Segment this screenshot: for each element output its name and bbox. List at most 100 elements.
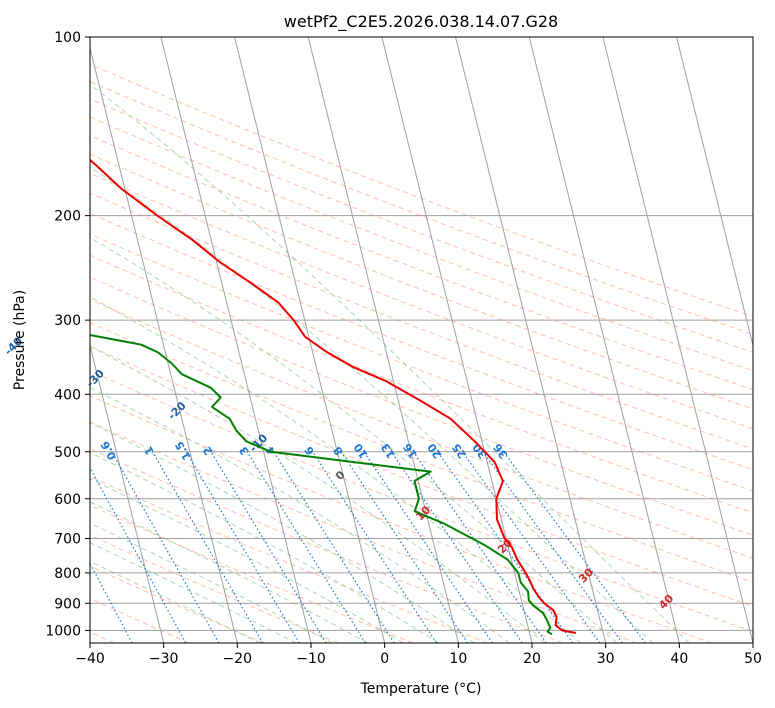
isotherm-line bbox=[602, 37, 753, 643]
moist-adiabat-line bbox=[90, 478, 404, 643]
dry-adiabat-line bbox=[90, 298, 753, 559]
mixing-ratio-line bbox=[90, 466, 187, 643]
mixing-ratio-label: 2 bbox=[200, 444, 215, 457]
dry-adiabat-line bbox=[90, 534, 339, 643]
y-tick-label: 1000 bbox=[45, 623, 81, 639]
y-tick-label: 700 bbox=[54, 532, 81, 548]
mixing-ratio-line bbox=[437, 451, 574, 643]
mixing-ratio-line bbox=[151, 451, 264, 643]
mixing-ratio-line bbox=[273, 451, 395, 643]
isotherm-line bbox=[307, 37, 459, 643]
moist-adiabat-line bbox=[90, 83, 690, 643]
dry-adiabat-line bbox=[90, 597, 190, 643]
x-tick-label: 30 bbox=[597, 651, 615, 667]
dry-adiabat-line bbox=[90, 476, 488, 643]
isotherm-line bbox=[90, 46, 238, 643]
moist-adiabats bbox=[90, 83, 690, 643]
dry-adiabat-line bbox=[90, 98, 753, 353]
moist-adiabat-line bbox=[90, 560, 261, 643]
dry-adiabat-line bbox=[90, 63, 753, 318]
dry-adiabat-line bbox=[90, 254, 753, 514]
x-tick-label: 40 bbox=[670, 651, 688, 667]
y-tick-label: 900 bbox=[54, 596, 81, 612]
mixing-ratio-line bbox=[482, 451, 623, 643]
dry-adiabat-line bbox=[90, 504, 414, 643]
y-tick-label: 500 bbox=[54, 445, 81, 461]
x-tick-label: 0 bbox=[380, 651, 389, 667]
x-tick-label: −20 bbox=[223, 651, 253, 667]
mixing-ratio-lines bbox=[90, 451, 646, 643]
dry-adiabat-line bbox=[90, 153, 753, 410]
moist-adiabat-line bbox=[90, 542, 297, 643]
y-tick-label: 400 bbox=[54, 387, 81, 403]
mixing-ratio-line bbox=[90, 562, 133, 643]
y-axis-ticks: 100 200 300 400 500 600 700 800 900 1000 bbox=[45, 30, 90, 639]
x-axis-title: Temperature (°C) bbox=[360, 681, 482, 697]
isotherm-line bbox=[381, 37, 533, 643]
mixing-ratio-label: 10 bbox=[351, 441, 371, 461]
x-tick-label: −40 bbox=[75, 651, 105, 667]
dry-adiabat-line bbox=[90, 448, 563, 643]
isotherm-label: -20 bbox=[165, 399, 188, 422]
mixing-ratio-label: 1.5 bbox=[173, 439, 194, 462]
temperature-profile-line bbox=[90, 158, 577, 634]
moist-adiabat-line bbox=[90, 451, 439, 643]
mixing-ratio-line bbox=[390, 451, 523, 643]
dry-adiabat-line bbox=[90, 345, 753, 607]
isotherm-label: 0 bbox=[333, 468, 348, 483]
y-tick-label: 200 bbox=[54, 209, 81, 225]
x-tick-label: 10 bbox=[449, 651, 467, 667]
pressure-gridlines bbox=[90, 37, 753, 631]
dry-adiabats bbox=[90, 63, 753, 643]
mixing-ratio-line bbox=[340, 451, 469, 643]
dry-adiabat-line bbox=[90, 395, 712, 643]
mixing-ratio-label: 20 bbox=[425, 441, 445, 461]
mixing-ratio-label: 36 bbox=[491, 441, 511, 461]
dry-adiabat-line bbox=[90, 565, 264, 643]
x-tick-label: 20 bbox=[523, 651, 541, 667]
isotherm-line bbox=[160, 37, 312, 643]
x-tick-label: 50 bbox=[744, 651, 762, 667]
isotherm-line bbox=[90, 343, 165, 643]
mixing-ratio-line bbox=[246, 451, 366, 643]
mixing-ratio-label: 16 bbox=[400, 440, 420, 460]
isotherm-label: 40 bbox=[656, 592, 676, 612]
x-axis-ticks: −40 −30 −20 −10 0 10 20 30 40 50 bbox=[75, 643, 762, 667]
isotherm-label: -30 bbox=[84, 367, 107, 390]
mixing-ratio-line bbox=[210, 451, 327, 643]
mixing-ratio-labels: 0.6 1 1.5 2 3 4 6 8 10 13 16 20 25 30 36 bbox=[98, 439, 510, 463]
dry-adiabat-line bbox=[90, 233, 753, 492]
profile-series bbox=[90, 158, 577, 636]
plot-frame bbox=[89, 36, 754, 644]
y-tick-label: 600 bbox=[54, 492, 81, 508]
isotherm-line bbox=[455, 37, 607, 643]
mixing-ratio-line bbox=[111, 451, 220, 643]
y-tick-label: 300 bbox=[54, 313, 81, 329]
isotherm-line bbox=[676, 37, 753, 348]
x-tick-label: −30 bbox=[149, 651, 179, 667]
mixing-ratio-line bbox=[185, 451, 300, 643]
moist-adiabat-line bbox=[90, 422, 475, 643]
mixing-ratio-line bbox=[461, 451, 601, 643]
mixing-ratio-label: 4 bbox=[263, 444, 278, 458]
moist-adiabat-line bbox=[90, 387, 510, 643]
isotherm-line bbox=[528, 37, 680, 643]
dry-adiabat-line bbox=[90, 421, 638, 643]
x-tick-label: −10 bbox=[296, 651, 326, 667]
dry-adiabat-line bbox=[90, 370, 753, 633]
moist-adiabat-line bbox=[90, 501, 368, 643]
mixing-ratio-label: 0.6 bbox=[98, 439, 119, 463]
isotherm-label: 30 bbox=[576, 565, 596, 585]
dry-adiabat-line bbox=[90, 116, 753, 372]
chart-title: wetPf2_C2E5.2026.038.14.07.G28 bbox=[284, 12, 558, 32]
y-tick-label: 800 bbox=[54, 566, 81, 582]
y-tick-label: 100 bbox=[54, 30, 81, 46]
moist-adiabat-line bbox=[90, 166, 654, 643]
dry-adiabat-line bbox=[90, 321, 753, 583]
moist-adiabat-line bbox=[90, 345, 546, 643]
dewpoint-profile-line bbox=[90, 333, 553, 636]
moist-adiabat-line bbox=[90, 522, 333, 643]
mixing-ratio-line bbox=[412, 451, 547, 643]
